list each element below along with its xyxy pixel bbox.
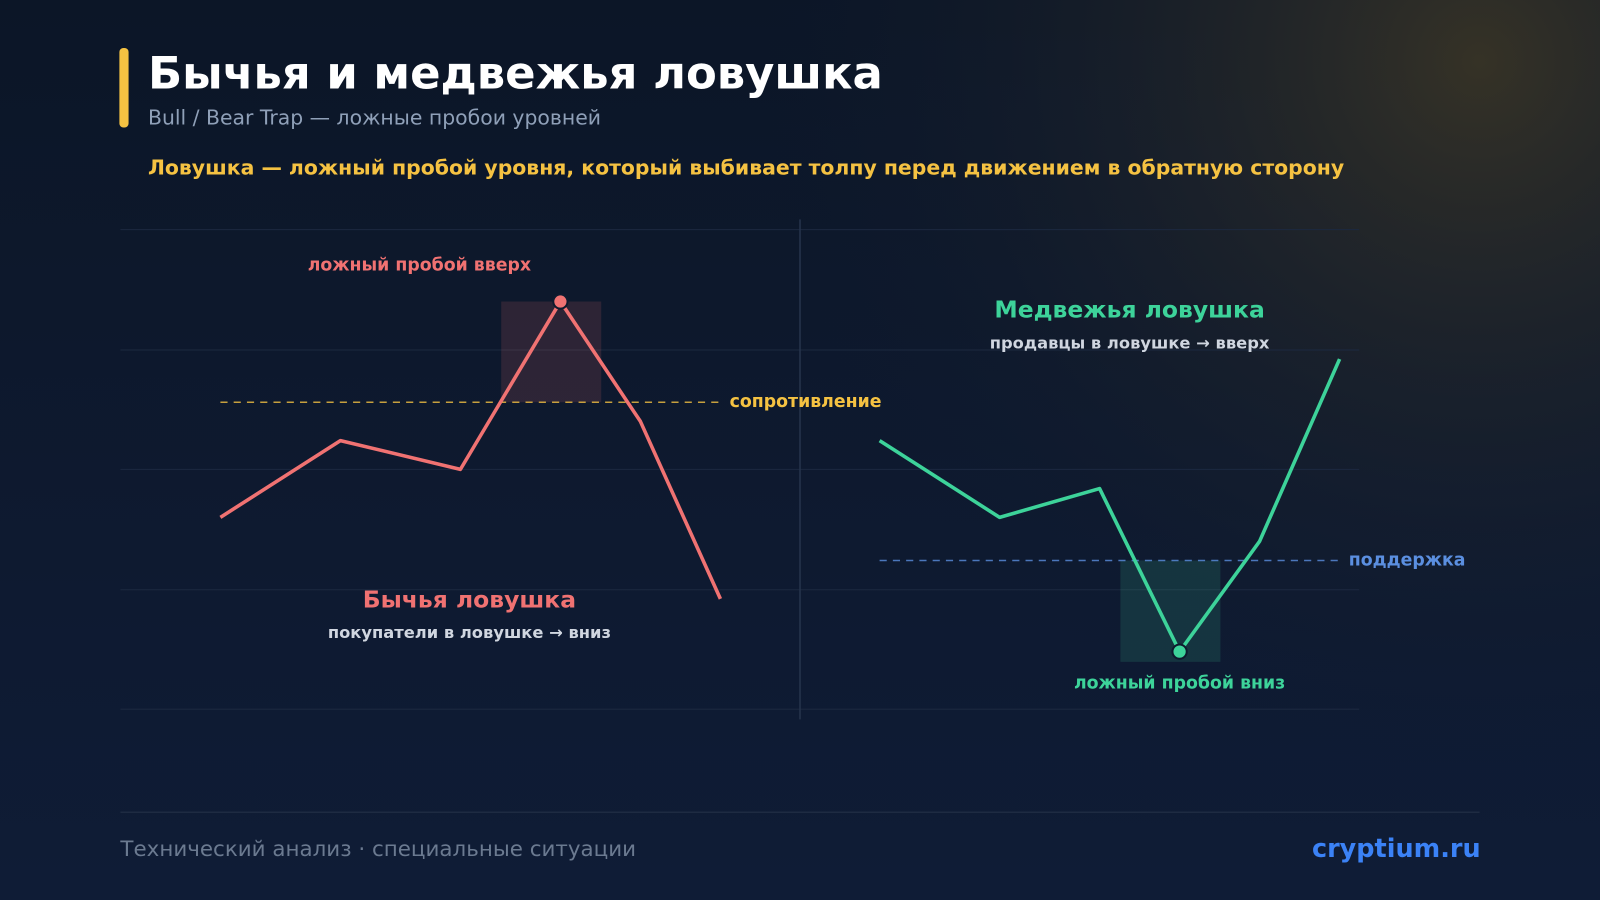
panel-title: Бычья ловушка [363,586,576,614]
grid [120,229,1360,710]
trap-point [552,293,569,310]
panel-subtitle: продавцы в ловушке → вверх [990,333,1270,352]
price-line [219,299,723,600]
subtitle: Bull / Bear Trap — ложные пробои уровней [148,105,601,129]
level-label: сопротивление [730,392,882,412]
footer-left: Технический анализ · специальные ситуаци… [119,837,636,862]
annotation: ложный пробой вверх [308,255,531,275]
price-line [878,358,1342,654]
title: Бычья и медвежья ловушка [148,47,883,100]
accent-bar [119,47,129,128]
breakout-zone [1120,560,1221,662]
annotation: ложный пробой вниз [1074,674,1285,694]
tagline: Ловушка — ложный пробой уровня, который … [148,155,1344,179]
panel-subtitle: покупатели в ловушке → вниз [328,623,611,642]
trap-point [1171,643,1188,660]
footer-brand: cryptium.ru [1312,834,1481,864]
charts: сопротивление ложный пробой вверх Бычья ло… [219,255,1466,694]
panel-title: Медвежья ловушка [994,296,1264,324]
level-label: поддержка [1349,551,1466,571]
